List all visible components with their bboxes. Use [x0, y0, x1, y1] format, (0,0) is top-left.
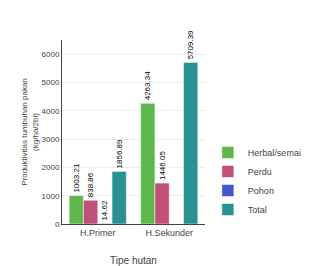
- svg-text:4000: 4000: [42, 107, 60, 116]
- svg-text:6000: 6000: [42, 50, 60, 59]
- svg-text:4263.34: 4263.34: [143, 71, 152, 100]
- svg-text:Produktivitas tumbuhan pakan(k: Produktivitas tumbuhan pakan(kg/ha/2bl): [20, 78, 39, 186]
- svg-text:3000: 3000: [42, 135, 60, 144]
- svg-text:Total: Total: [248, 205, 267, 215]
- svg-text:1856.89: 1856.89: [115, 139, 124, 168]
- svg-text:14.62: 14.62: [100, 200, 109, 221]
- svg-text:1000: 1000: [42, 191, 60, 200]
- svg-text:1446.05: 1446.05: [158, 151, 167, 180]
- svg-text:838.86: 838.86: [86, 172, 95, 197]
- svg-text:H.Sekunder: H.Sekunder: [145, 228, 193, 238]
- svg-text:2000: 2000: [42, 163, 60, 172]
- svg-text:0: 0: [55, 220, 60, 229]
- svg-text:1003.21: 1003.21: [72, 163, 81, 192]
- svg-text:H.Primer: H.Primer: [80, 228, 116, 238]
- svg-text:Pohon: Pohon: [248, 186, 274, 196]
- svg-text:5000: 5000: [42, 78, 60, 87]
- svg-text:5709.39: 5709.39: [186, 30, 195, 59]
- svg-text:Perdu: Perdu: [248, 167, 272, 177]
- svg-text:Herbal/semai: Herbal/semai: [248, 148, 301, 158]
- svg-text:Tipe hutan: Tipe hutan: [110, 255, 157, 266]
